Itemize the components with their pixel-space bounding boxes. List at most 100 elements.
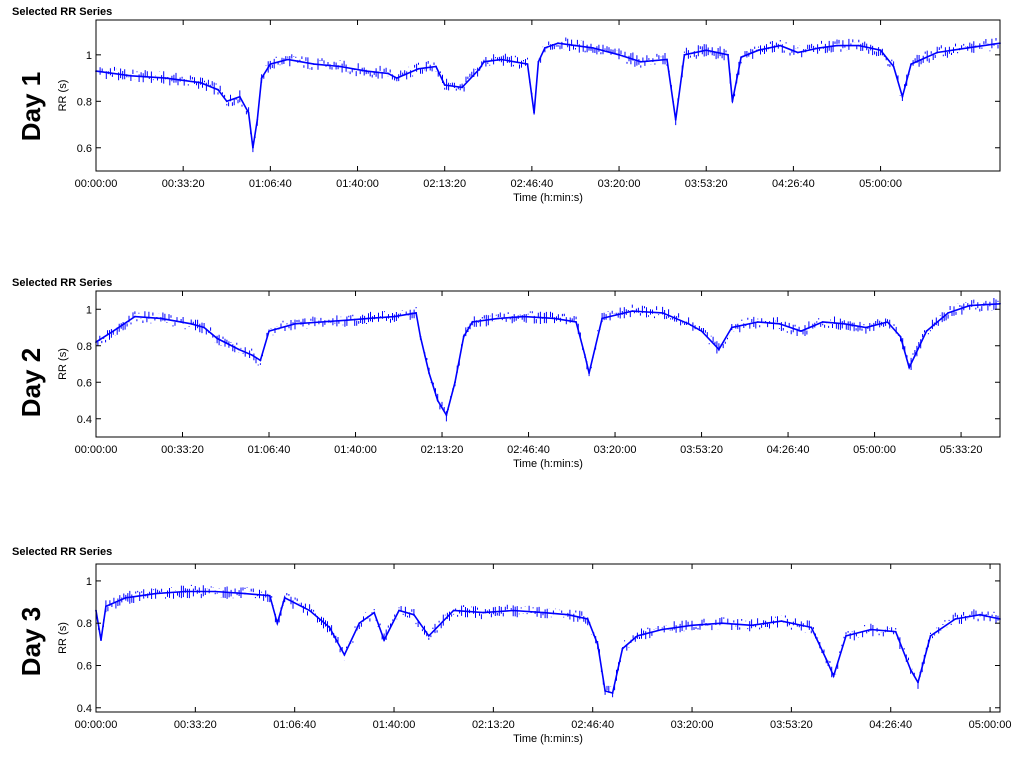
rr-data-point [435,65,437,68]
rr-data-point [586,618,589,620]
rr-data-point [636,635,639,637]
rr-data-point [461,86,463,89]
rr-data-point [483,60,485,63]
rr-data-point [190,322,193,325]
x-tick-label: 04:26:40 [772,178,815,190]
rr-data-point [482,611,485,614]
rr-series-line [95,42,1001,148]
rr-data-point [601,317,603,320]
rr-series-variability [95,37,999,153]
rr-data-point [836,44,838,47]
x-axis-label: Time (h:min:s) [513,192,583,204]
rr-data-point [260,77,263,79]
rr-data-point [929,635,932,637]
rr-data-point [471,321,474,323]
y-tick-label: 0.8 [77,341,92,353]
rr-data-point [214,590,217,593]
rr-data-point [756,321,759,323]
rr-data-point [910,63,912,65]
rr-data-point [276,622,279,625]
rr-data-point [954,618,957,620]
rr-data-point [373,611,376,614]
rr-series-variability [95,298,999,422]
rr-data-point [398,609,400,612]
rr-data-point [553,317,556,320]
rr-data-point [583,354,586,356]
rr-data-point [160,317,162,320]
rr-data-point [286,58,289,61]
x-tick-label: 01:40:00 [336,178,379,190]
rr-data-point [419,335,422,338]
x-tick-label: 05:00:00 [853,444,896,456]
x-tick-label: 05:00:00 [859,178,902,190]
rr-plot: 00:00:00 00:33:20 01:06:40 01:40:00 02:13:20… [57,19,1001,204]
rr-data-point [339,65,341,68]
rr-data-point [367,317,370,320]
plot-frame [95,563,1001,713]
rr-data-point [800,330,802,332]
rr-data-point [365,70,368,72]
rr-data-point [247,112,250,114]
x-tick-label: 02:46:40 [571,719,614,731]
y-tick-label: 1 [86,576,92,588]
y-tick-label: 0.6 [77,143,92,155]
rr-data-point [925,330,928,332]
rr-data-point [512,609,515,612]
y-tick-label: 0.8 [77,618,92,630]
rr-data-point [588,372,590,374]
x-axis-label: Time (h:min:s) [513,733,583,745]
rr-data-point [821,321,824,323]
rr-data-point [687,322,690,325]
rr-data-point [718,348,720,351]
rr-data-point [387,72,389,75]
rr-data-point [832,675,835,677]
rr-data-point [427,635,430,637]
rr-data-point [567,613,569,616]
rr-data-point [674,119,677,121]
rr-data-point [575,321,577,323]
rr-data-point [596,643,599,646]
rr-data-point [544,47,546,49]
rr-data-point [720,622,723,625]
rr-data-point [661,312,664,314]
x-tick-label: 05:00:00 [969,719,1012,731]
rr-data-point [500,58,503,61]
rr-data-point [843,322,846,325]
rr-data-point [100,639,102,641]
rr-data-point [845,635,847,637]
rr-data-point [683,53,686,56]
rr-data-point [256,119,259,121]
rr-data-point [393,315,396,318]
rr-data-point [216,337,219,340]
rr-data-point [184,590,187,593]
rr-data-point [497,317,500,320]
rr-data-point [857,44,860,47]
rr-data-point [346,319,348,322]
rr-data-point [604,690,606,692]
rr-data-point [199,81,202,84]
plot-frame [95,19,1001,172]
rr-data-point [383,639,385,641]
rr-data-point [413,613,415,616]
x-tick-label: 03:53:20 [770,719,813,731]
x-tick-label: 02:13:20 [421,444,464,456]
y-tick-label: 0.6 [77,377,92,389]
rr-data-point [454,381,456,384]
rr-data-point [909,668,912,671]
rr-data-point [217,88,219,91]
rr-series-line [95,303,1001,418]
rr-data-point [908,366,911,369]
rr-data-point [825,658,828,660]
y-tick-label: 1 [86,304,92,316]
rr-data-point [436,399,439,402]
rr-data-point [252,146,254,149]
rr-data-point [592,47,594,49]
rr-plot: 00:00:00 00:33:20 01:06:40 01:40:00 02:13:20… [57,290,1001,470]
rr-data-point [294,322,296,325]
rr-data-point [237,348,240,351]
x-tick-label: 00:00:00 [75,719,118,731]
rr-data-point [917,681,919,684]
y-axis-label: RR (s) [57,80,69,112]
x-tick-label: 00:33:20 [174,719,217,731]
rr-data-point [415,312,417,314]
